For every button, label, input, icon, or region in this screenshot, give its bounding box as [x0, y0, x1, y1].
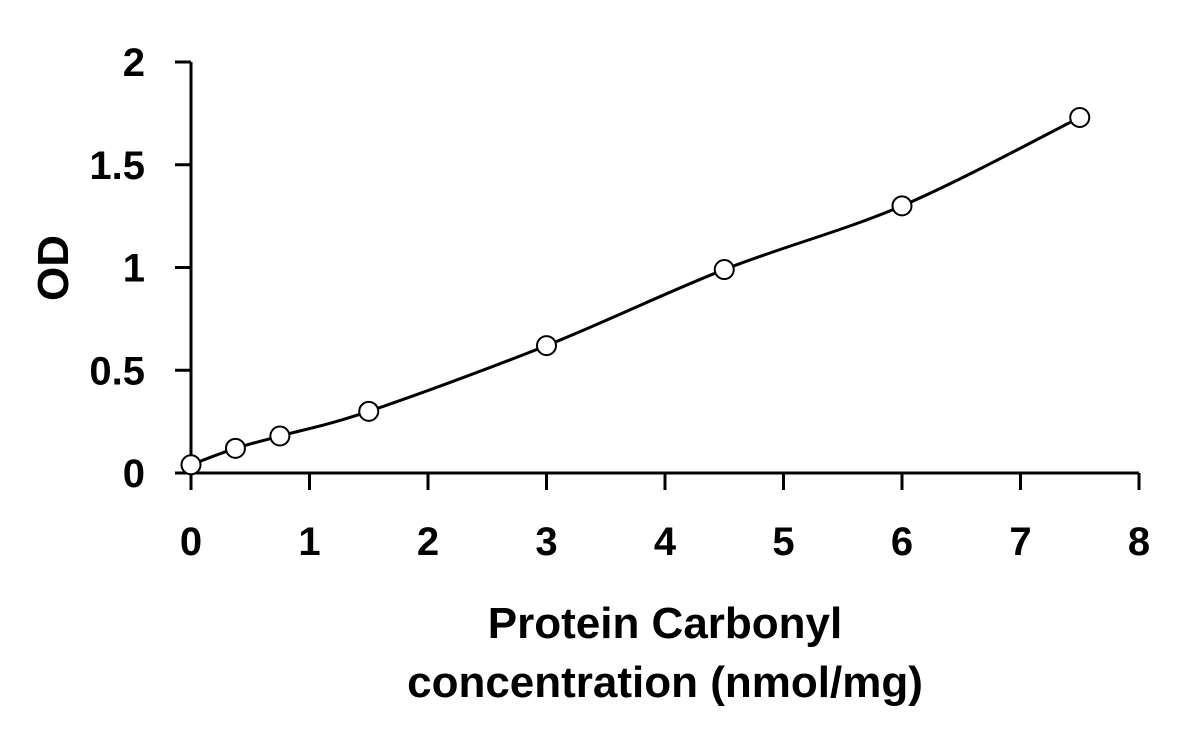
x-tick-label: 3: [535, 520, 557, 564]
data-point: [358, 400, 380, 422]
x-tick-label: 2: [417, 520, 439, 564]
data-point: [269, 425, 291, 447]
x-tick-label: 4: [654, 520, 677, 564]
data-points: [180, 106, 1091, 476]
data-point: [713, 259, 735, 281]
y-axis-title: OD: [29, 235, 78, 301]
data-point: [224, 437, 246, 459]
x-tick-label: 6: [891, 520, 913, 564]
y-tick-label: 0: [123, 452, 145, 496]
data-point: [891, 195, 913, 217]
x-ticks: 0 1 2 3 4 5 6 7 8: [180, 473, 1150, 564]
x-axis-title-line-1: Protein Carbonyl: [488, 599, 843, 648]
y-tick-label: 1: [123, 247, 145, 291]
x-tick-label: 0: [180, 520, 202, 564]
x-tick-label: 1: [298, 520, 320, 564]
axes: [189, 62, 1139, 475]
y-tick-label: 2: [123, 41, 145, 85]
data-point: [180, 454, 202, 476]
y-tick-label: 0.5: [89, 349, 145, 393]
data-point: [1069, 106, 1091, 128]
fit-curve: [190, 116, 1081, 467]
y-ticks: 0 0.5 1 1.5 2: [89, 41, 191, 496]
y-tick-label: 1.5: [89, 144, 145, 188]
x-tick-label: 5: [772, 520, 794, 564]
data-point: [536, 335, 557, 357]
x-axis-title-line-2: concentration (nmol/mg): [407, 658, 923, 707]
x-tick-label: 7: [1009, 520, 1031, 564]
x-tick-label: 8: [1128, 520, 1150, 564]
